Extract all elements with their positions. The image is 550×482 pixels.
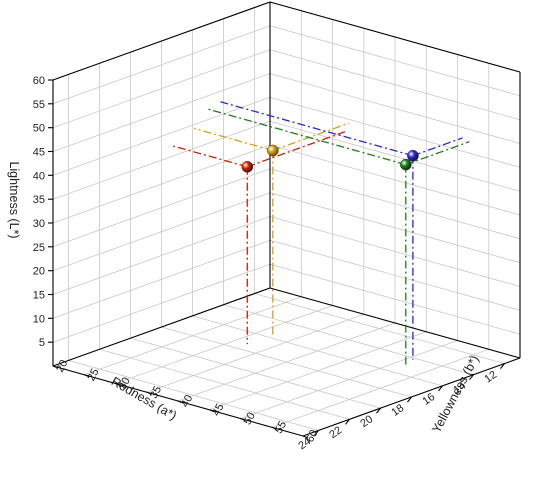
frame-edge xyxy=(269,1,521,73)
grid-line-y xyxy=(209,331,427,411)
y-tick-mark xyxy=(52,365,59,369)
grid-line-y xyxy=(271,348,489,428)
y-tick-mark xyxy=(84,374,90,378)
y-tick-label: 55 xyxy=(273,419,289,435)
z-axis-title: Lightness (L*) xyxy=(7,161,21,238)
x-tick-label: 20 xyxy=(358,413,375,430)
projection-line-y xyxy=(206,108,406,166)
grid-line-y xyxy=(84,296,302,376)
y-tick-label: 20 xyxy=(54,358,70,374)
y-tick-mark xyxy=(271,426,278,430)
projection-line-y xyxy=(220,101,414,157)
frame-edge xyxy=(269,287,521,359)
y-tick-label: 45 xyxy=(210,402,226,418)
x-tick-label: 18 xyxy=(389,402,406,419)
y-axis-title: Yellowness (b*) xyxy=(429,353,482,435)
x-tick-label: 16 xyxy=(420,391,437,408)
x-tick-mark xyxy=(407,396,412,403)
z-tick-label: 40 xyxy=(33,170,45,182)
data-point xyxy=(399,158,412,171)
data-point xyxy=(266,144,279,157)
z-tick-label: 25 xyxy=(33,242,45,254)
y-tick-label: 35 xyxy=(148,384,164,400)
z-tick-label: 35 xyxy=(33,194,45,206)
projection-lines xyxy=(172,101,470,367)
data-point xyxy=(241,160,254,173)
y-tick-mark xyxy=(240,417,246,422)
z-tick-label: 5 xyxy=(39,337,45,349)
x-tick-mark xyxy=(500,363,505,369)
y-tick-label: 40 xyxy=(179,393,195,409)
projection-line-x xyxy=(272,122,350,152)
z-tick-label: 45 xyxy=(33,147,45,159)
y-tick-mark xyxy=(302,435,309,439)
x-tick-label: 14 xyxy=(451,380,468,397)
x-tick-label: 22 xyxy=(327,424,344,441)
projection-line-x xyxy=(405,141,470,166)
y-tick-mark xyxy=(177,400,184,404)
y-tick-label: 50 xyxy=(242,410,258,426)
y-tick-label: 30 xyxy=(117,375,133,391)
projection-line-x xyxy=(412,137,463,157)
projection-line-y xyxy=(193,127,273,152)
y-tick-mark xyxy=(115,382,121,387)
x-tick-label: 24 xyxy=(296,436,313,453)
y-tick-mark xyxy=(146,391,153,395)
z-tick-label: 50 xyxy=(33,123,45,135)
z-tick-label: 15 xyxy=(33,290,45,302)
x-tick-mark xyxy=(438,385,443,392)
x-tick-mark xyxy=(314,430,319,436)
grid-line-y xyxy=(146,313,364,393)
z-tick-label: 55 xyxy=(33,99,45,111)
x-tick-mark xyxy=(376,407,381,414)
x-tick-mark xyxy=(469,374,474,381)
grid-line-y xyxy=(240,340,458,419)
grid-layer xyxy=(52,1,521,437)
z-tick-label: 20 xyxy=(33,266,45,278)
z-tick-label: 30 xyxy=(33,218,45,230)
grid-line-y xyxy=(177,322,396,402)
projection-line-x xyxy=(247,131,346,168)
frame-edge xyxy=(52,1,271,81)
z-tick-label: 60 xyxy=(33,75,45,87)
data-points xyxy=(241,144,419,173)
grid-line-y xyxy=(115,305,333,384)
y-tick-mark xyxy=(209,409,215,413)
z-tick-label: 10 xyxy=(33,313,45,325)
data-point xyxy=(407,149,419,162)
y-tick-label: 25 xyxy=(85,367,101,383)
frame-edge xyxy=(52,287,271,367)
tick-labels: 5 10 15 20 25 30 35 40 45 50 55 60 12 14 16 18 20 22 24 20 2… xyxy=(33,75,505,452)
projection-line-y xyxy=(172,145,248,168)
y-tick-label: 60 xyxy=(304,428,320,444)
x-tick-label: 12 xyxy=(482,369,499,386)
x-tick-mark xyxy=(345,418,350,425)
